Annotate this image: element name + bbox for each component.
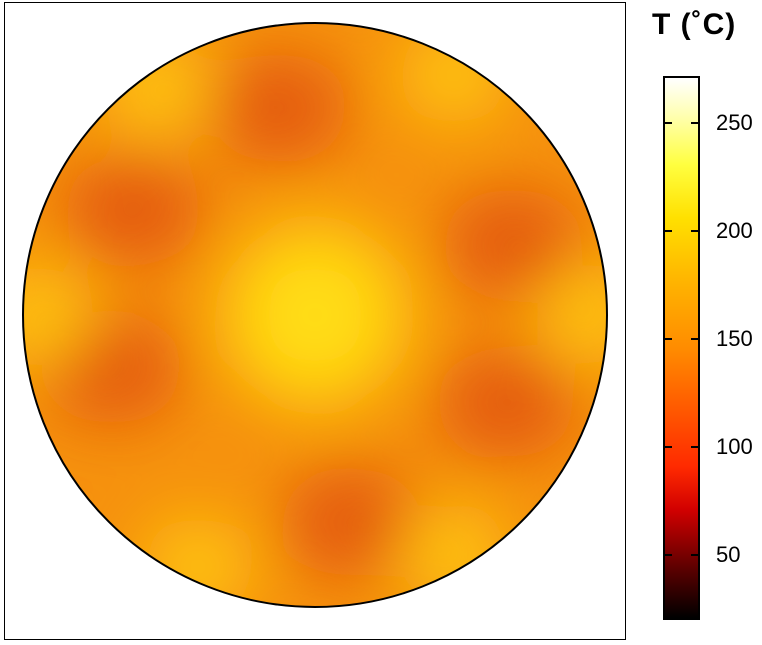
colorbar-tick-mark — [691, 122, 700, 125]
colorbar-tick-mark — [691, 554, 700, 557]
colorbar-tick-label: 250 — [716, 110, 753, 136]
hot-center-core — [260, 260, 370, 370]
colorbar-tick-mark — [663, 122, 672, 125]
colorbar-tick-mark — [691, 230, 700, 233]
colorbar-tick-label: 200 — [716, 218, 753, 244]
hot-edge-spot — [142, 516, 253, 607]
hot-edge-spot — [23, 265, 93, 365]
colorbar-tick-mark — [663, 446, 672, 449]
cool-lobe — [435, 348, 576, 459]
hot-edge-spot — [537, 265, 607, 365]
colorbar-tick-mark — [663, 554, 672, 557]
colorbar-tick-mark — [691, 446, 700, 449]
cool-lobe — [208, 52, 349, 163]
wafer-outline — [22, 22, 608, 608]
colorbar-tick-mark — [691, 338, 700, 341]
colorbar-tick-label: 50 — [716, 542, 741, 568]
colorbar-tick-label: 150 — [716, 326, 753, 352]
heatmap-field — [23, 23, 607, 607]
colorbar-tick-mark — [663, 338, 672, 341]
cool-lobe — [442, 188, 583, 299]
colorbar-tick-label: 100 — [716, 434, 753, 460]
colorbar-title: T (˚C) — [652, 8, 737, 41]
hot-edge-spot — [100, 37, 211, 138]
temperature-heatmap — [22, 22, 608, 608]
plot-area — [4, 2, 626, 640]
cool-lobe — [281, 467, 422, 578]
colorbar — [663, 76, 700, 620]
colorbar-tick-mark — [663, 230, 672, 233]
cool-lobe — [62, 154, 203, 265]
